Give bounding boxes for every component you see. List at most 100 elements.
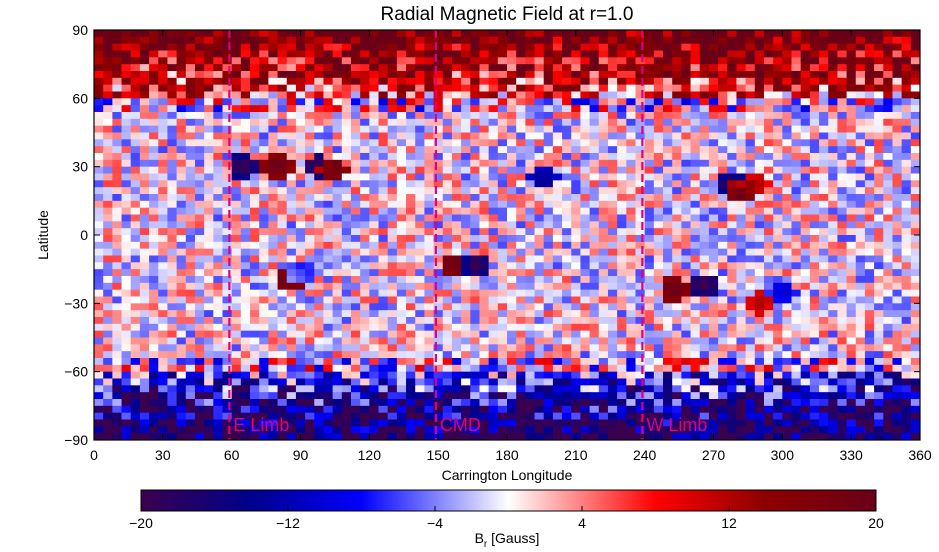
field-cell	[754, 378, 765, 386]
field-cell	[305, 30, 315, 38]
field-cell	[552, 112, 563, 120]
field-cell	[534, 118, 545, 127]
field-cell	[598, 392, 609, 400]
field-cell	[782, 317, 793, 325]
field-cell	[277, 112, 288, 120]
field-cell	[819, 330, 829, 339]
field-cell	[277, 351, 288, 359]
field-cell	[103, 317, 113, 325]
field-cell	[681, 98, 692, 106]
field-cell	[461, 187, 471, 195]
field-cell	[653, 248, 664, 257]
field-cell	[837, 358, 848, 366]
field-cell	[451, 330, 462, 339]
field-cell	[589, 262, 600, 270]
field-cell	[910, 310, 920, 318]
field-cell	[213, 269, 224, 277]
field-cell	[167, 351, 178, 359]
field-cell	[497, 351, 508, 359]
field-cell	[855, 132, 866, 140]
field-cell	[176, 282, 187, 291]
field-cell	[461, 159, 471, 168]
field-cell	[534, 364, 545, 373]
field-cell	[745, 262, 756, 270]
field-cell	[461, 392, 471, 400]
field-cell	[103, 248, 113, 257]
field-cell	[910, 36, 920, 45]
field-cell	[718, 303, 728, 311]
field-cell	[222, 207, 233, 216]
field-cell	[204, 371, 214, 380]
field-cell	[250, 98, 260, 106]
field-cell	[543, 91, 554, 99]
field-cell	[809, 207, 820, 216]
field-cell	[378, 98, 389, 106]
field-cell	[103, 50, 113, 58]
field-cell	[139, 241, 150, 250]
field-cell	[369, 98, 380, 106]
field-cell	[699, 310, 710, 318]
field-cell	[580, 105, 591, 113]
field-cell	[607, 282, 618, 291]
field-cell	[607, 125, 618, 134]
field-cell	[250, 132, 260, 140]
field-cell	[837, 296, 848, 304]
field-cell	[378, 194, 389, 202]
field-cell	[534, 337, 545, 345]
field-cell	[782, 173, 793, 181]
field-cell	[286, 337, 297, 345]
field-cell	[635, 255, 646, 263]
field-cell	[442, 337, 453, 345]
field-cell	[819, 214, 829, 222]
field-cell	[94, 125, 104, 134]
field-cell	[121, 173, 132, 181]
field-cell	[516, 84, 526, 93]
field-cell	[598, 269, 609, 277]
field-cell	[653, 118, 664, 127]
field-cell	[341, 98, 352, 106]
field-cell	[644, 276, 655, 284]
field-cell	[543, 303, 554, 311]
field-cell	[892, 173, 903, 181]
field-cell	[314, 194, 325, 202]
field-cell	[543, 153, 554, 161]
field-cell	[360, 378, 370, 386]
field-cell	[525, 64, 536, 72]
field-cell	[773, 112, 783, 120]
field-cell	[525, 269, 536, 277]
field-cell	[598, 146, 609, 154]
field-cell	[194, 194, 205, 202]
field-cell	[534, 64, 545, 72]
field-cell	[130, 358, 141, 366]
field-cell	[846, 337, 857, 345]
field-cell	[736, 77, 747, 86]
field-cell	[451, 180, 462, 188]
field-cell	[461, 310, 471, 318]
field-cell	[332, 228, 343, 236]
field-cell	[809, 43, 820, 52]
field-cell	[571, 248, 582, 257]
field-cell	[332, 255, 343, 263]
field-cell	[635, 303, 646, 311]
field-cell	[396, 371, 407, 380]
field-cell	[167, 139, 178, 147]
field-cell	[479, 146, 490, 154]
field-cell	[580, 248, 591, 257]
field-cell	[589, 57, 600, 65]
field-cell	[259, 43, 269, 52]
field-cell	[525, 358, 536, 366]
field-cell	[690, 187, 701, 195]
field-cell	[442, 77, 453, 86]
field-cell	[800, 214, 811, 222]
field-cell	[763, 282, 774, 291]
field-cell	[855, 262, 866, 270]
field-cell	[194, 392, 205, 400]
field-cell	[516, 364, 526, 373]
field-cell	[277, 303, 288, 311]
field-cell	[479, 187, 490, 195]
field-cell	[406, 405, 416, 414]
field-cell	[332, 132, 343, 140]
field-cell	[562, 399, 572, 407]
field-cell	[883, 228, 894, 236]
field-cell	[672, 289, 682, 298]
